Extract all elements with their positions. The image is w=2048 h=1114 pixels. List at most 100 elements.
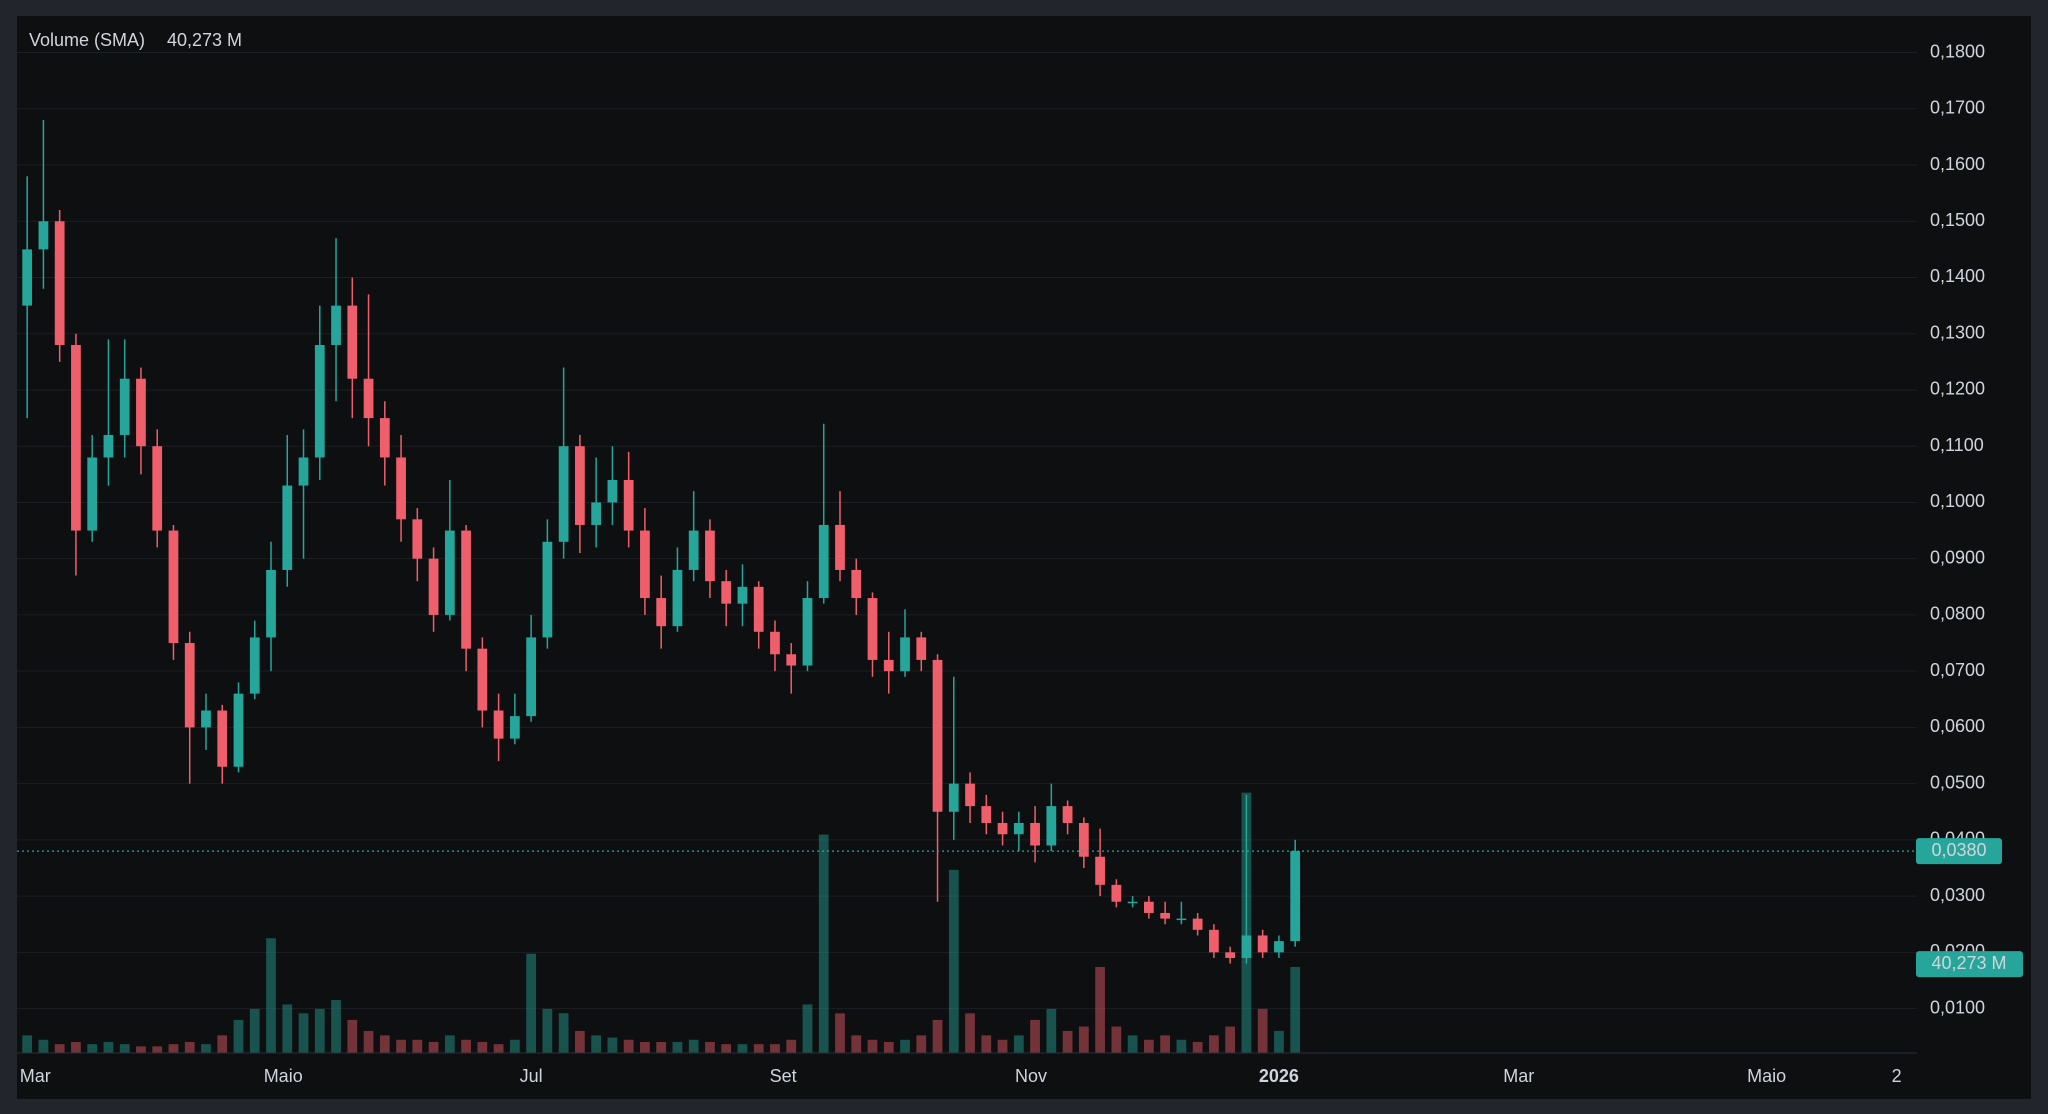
candle-body — [867, 598, 878, 660]
volume-bar — [54, 1044, 65, 1053]
legend-label: Volume (SMA) — [29, 30, 145, 50]
volume-bar — [477, 1041, 488, 1053]
candle-body — [103, 434, 114, 458]
volume-bar — [997, 1039, 1008, 1053]
volume-bar — [1046, 1008, 1057, 1053]
volume-bar — [22, 1035, 33, 1053]
legend-value: 40,273 M — [167, 30, 242, 50]
candle-body — [282, 485, 293, 570]
volume-bar — [347, 1019, 358, 1053]
volume-bar — [412, 1039, 423, 1053]
candle-body — [266, 569, 276, 638]
volume-bar — [981, 1035, 992, 1053]
candle-body — [363, 378, 374, 419]
volume-bar — [1257, 1008, 1268, 1053]
candle-body — [851, 569, 862, 599]
candle-body — [1176, 918, 1187, 921]
candle-body — [575, 446, 585, 525]
candle-body — [298, 457, 309, 486]
volume-bar — [233, 1019, 244, 1053]
candle-body — [835, 524, 845, 570]
volume-bar — [363, 1030, 374, 1053]
candle-body — [1290, 851, 1301, 942]
x-tick-label: Jul — [520, 1066, 543, 1086]
volume-bar — [1030, 1019, 1040, 1053]
candle-body — [1095, 856, 1105, 885]
volume-bar — [217, 1035, 228, 1053]
volume-bar — [1225, 1026, 1236, 1053]
volume-bar — [916, 1035, 927, 1053]
candle-body — [932, 659, 943, 812]
volume-bar — [623, 1039, 634, 1053]
candle-body — [688, 530, 699, 570]
volume-bar — [444, 1035, 455, 1053]
candle-body — [948, 783, 959, 812]
volume-bar — [786, 1039, 797, 1053]
candle-body — [786, 654, 797, 666]
candle-body — [428, 558, 439, 615]
candle-body — [1078, 822, 1089, 857]
y-tick-label: 0,0300 — [1930, 885, 1985, 905]
volume-bar — [184, 1041, 195, 1053]
candle-body — [818, 524, 829, 599]
volume-bar — [331, 1000, 341, 1053]
volume-bar — [948, 869, 959, 1053]
volume-bar — [152, 1046, 163, 1053]
candle-body — [1143, 901, 1154, 913]
candle-body — [87, 457, 98, 531]
candle-body — [217, 710, 228, 767]
candle-body — [119, 378, 130, 435]
candle-body — [1257, 935, 1268, 953]
candle-body — [509, 716, 520, 739]
volume-bar — [1013, 1035, 1024, 1053]
candle-body — [640, 530, 650, 599]
candle-body — [493, 710, 504, 739]
volume-bar — [883, 1041, 894, 1053]
volume-bar — [672, 1041, 683, 1053]
candle-body — [1013, 822, 1024, 835]
y-tick-label: 0,0800 — [1930, 604, 1985, 624]
y-tick-label: 0,1800 — [1930, 41, 1985, 61]
volume-bar — [656, 1041, 667, 1053]
volume-bar — [575, 1030, 585, 1053]
candle-body — [136, 378, 146, 447]
candle-body — [168, 530, 179, 644]
candle-body — [965, 783, 975, 807]
y-tick-label: 0,0900 — [1930, 547, 1985, 567]
candle-body — [1046, 806, 1057, 846]
volume-bar — [835, 1013, 845, 1053]
y-tick-label: 0,1000 — [1930, 491, 1985, 511]
candle-body — [1274, 941, 1284, 953]
grid — [17, 52, 1917, 1010]
candle-body — [71, 344, 81, 531]
volume-badge-label: 40,273 M — [1931, 953, 2006, 973]
x-tick-label: Mar — [20, 1066, 51, 1086]
candle-body — [379, 418, 390, 458]
volume-bar — [509, 1039, 520, 1053]
volume-badge — [1916, 951, 2023, 978]
x-tick-label: Set — [770, 1066, 797, 1086]
volume-bar — [818, 834, 829, 1053]
x-tick-label: Nov — [1015, 1066, 1047, 1086]
y-tick-label: 0,1100 — [1930, 435, 1984, 455]
volume-bar — [591, 1035, 602, 1053]
volume-bar — [87, 1044, 98, 1053]
candle-body — [656, 598, 667, 627]
candle-body — [461, 530, 471, 649]
volume-bar — [526, 953, 536, 1053]
volume-bar — [38, 1039, 49, 1053]
volume-bar — [770, 1044, 780, 1053]
y-tick-label: 0,1700 — [1930, 98, 1985, 118]
candle-body — [1160, 912, 1171, 919]
volume-bar — [461, 1039, 471, 1053]
volume-bar — [965, 1013, 975, 1053]
candle-body — [331, 305, 341, 345]
candle-body — [152, 446, 163, 531]
volume-bar — [737, 1044, 748, 1053]
volume-bar — [640, 1041, 650, 1053]
volume-bar — [1209, 1035, 1219, 1053]
candle-body — [1209, 929, 1219, 953]
candle-body — [477, 648, 488, 711]
candle-body — [54, 221, 65, 345]
